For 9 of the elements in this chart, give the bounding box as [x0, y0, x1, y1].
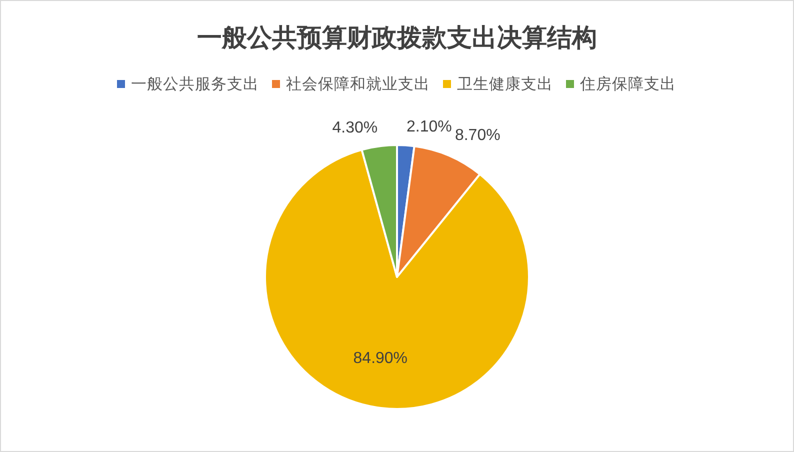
legend-label: 社会保障和就业支出	[286, 75, 430, 93]
data-label: 8.70%	[454, 126, 500, 144]
legend-label: 一般公共服务支出	[131, 75, 259, 93]
chart-title: 一般公共预算财政拨款支出决算结构	[197, 24, 597, 52]
data-label: 2.10%	[406, 118, 452, 136]
data-label: 84.90%	[353, 350, 408, 368]
legend-label: 卫生健康支出	[457, 75, 553, 93]
data-label: 4.30%	[332, 119, 378, 136]
legend-label: 住房保障支出	[579, 75, 676, 93]
